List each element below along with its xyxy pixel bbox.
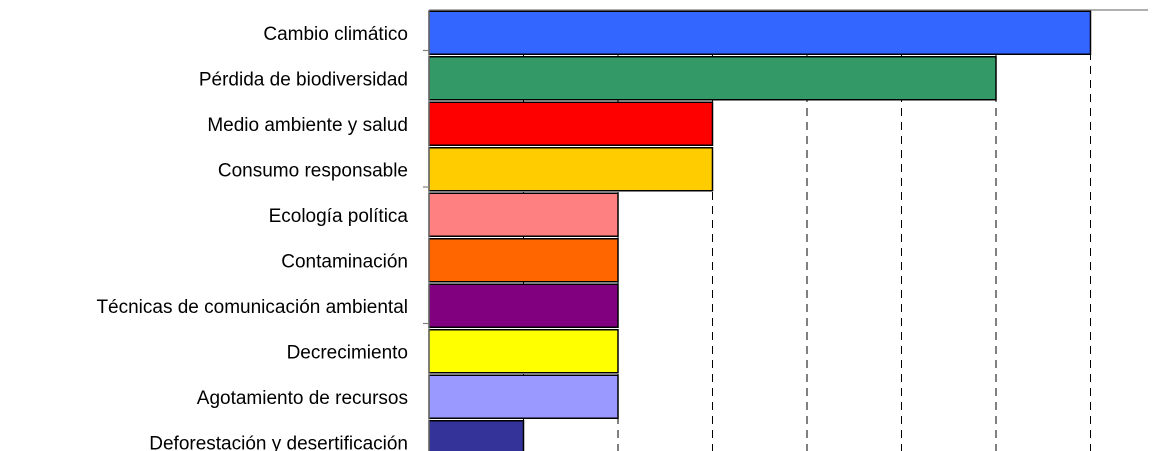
bar-4 (428, 147, 714, 192)
bar-8 (428, 329, 619, 374)
axes (423, 9, 1148, 451)
category-label-4: Consumo responsable (218, 160, 408, 181)
bar-7 (428, 283, 619, 328)
bar-2 (428, 56, 997, 101)
bar-9 (428, 374, 619, 419)
category-label-7: Técnicas de comunicación ambiental (96, 297, 408, 318)
category-label-2: Pérdida de biodiversidad (199, 69, 408, 90)
category-label-1: Cambio climático (263, 24, 408, 45)
bar-3 (428, 101, 714, 146)
bar-10 (428, 420, 525, 451)
category-labels: Cambio climático Pérdida de biodiversidad… (96, 24, 408, 451)
category-label-8: Decrecimiento (287, 342, 408, 363)
category-label-3: Medio ambiente y salud (207, 115, 408, 136)
bars (428, 10, 1092, 451)
category-label-9: Agotamiento de recursos (197, 388, 408, 409)
bar-6 (428, 238, 619, 283)
category-label-5: Ecología política (269, 206, 409, 227)
category-label-10: Deforestación y desertificación (149, 433, 408, 451)
category-label-6: Contaminación (281, 251, 408, 272)
bar-5 (428, 192, 619, 237)
bar-1 (428, 10, 1092, 55)
